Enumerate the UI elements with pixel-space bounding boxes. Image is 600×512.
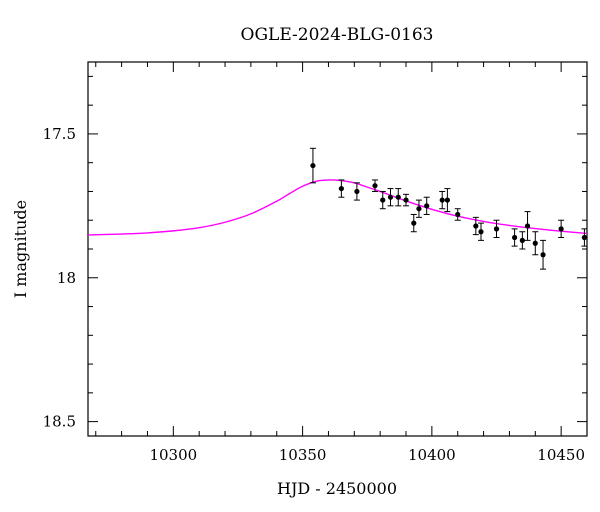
x-tick-label: 10450 [537, 446, 585, 464]
data-marker [372, 183, 378, 189]
data-point [532, 231, 539, 256]
data-marker [581, 234, 587, 241]
data-point [338, 179, 345, 198]
y-tick-label: 18.5 [43, 413, 76, 431]
data-point [439, 190, 446, 210]
data-marker [310, 162, 316, 169]
data-marker [524, 223, 531, 229]
data-points-layer [309, 147, 587, 270]
data-marker [338, 185, 344, 192]
data-point [309, 147, 316, 184]
x-tick-label: 10350 [279, 446, 327, 464]
data-point [493, 219, 500, 238]
data-marker [380, 197, 386, 203]
data-point [410, 213, 417, 233]
data-marker [532, 240, 538, 246]
data-point [379, 190, 386, 210]
plot-area [87, 61, 588, 437]
data-point [415, 199, 422, 218]
axis-ticks: 10300 10350 10400 10450 17.5 18 18.5 [43, 62, 588, 464]
data-point [403, 193, 410, 207]
data-marker [493, 226, 500, 232]
data-point [581, 228, 587, 247]
data-point [558, 219, 565, 238]
data-marker [424, 203, 430, 209]
model-curve-layer [88, 179, 587, 236]
data-point [477, 222, 484, 241]
model-curve [88, 179, 587, 236]
data-marker [512, 234, 518, 241]
data-marker [411, 220, 417, 226]
data-point [395, 188, 402, 207]
data-point [371, 179, 378, 192]
data-point [540, 239, 547, 270]
y-axis-label: I magnitude [11, 200, 30, 298]
chart-title: OGLE-2024-BLG-0163 [241, 25, 434, 45]
data-marker [478, 229, 484, 235]
data-marker [455, 211, 461, 218]
data-marker [558, 226, 564, 232]
data-marker [395, 194, 401, 200]
data-marker [519, 237, 525, 243]
y-tick-label: 18 [57, 269, 76, 287]
x-axis-label: HJD - 2450000 [277, 479, 397, 498]
data-marker [473, 223, 479, 229]
data-point [353, 182, 360, 201]
data-point [444, 188, 451, 213]
y-tick-label: 17.5 [43, 125, 76, 143]
x-tick-label: 10400 [408, 446, 456, 464]
data-point [519, 231, 526, 250]
data-point [454, 208, 461, 221]
data-marker [444, 197, 450, 203]
data-point [423, 196, 430, 215]
data-marker [439, 197, 445, 203]
data-point [524, 211, 531, 241]
x-tick-label: 10300 [149, 446, 197, 464]
data-marker [416, 206, 422, 212]
data-marker [354, 188, 360, 195]
data-marker [403, 197, 409, 203]
data-point [387, 188, 394, 207]
data-marker [387, 194, 394, 200]
data-point [511, 228, 518, 247]
data-point [472, 216, 479, 236]
data-marker [540, 252, 546, 258]
plot-frame-border [87, 61, 588, 437]
